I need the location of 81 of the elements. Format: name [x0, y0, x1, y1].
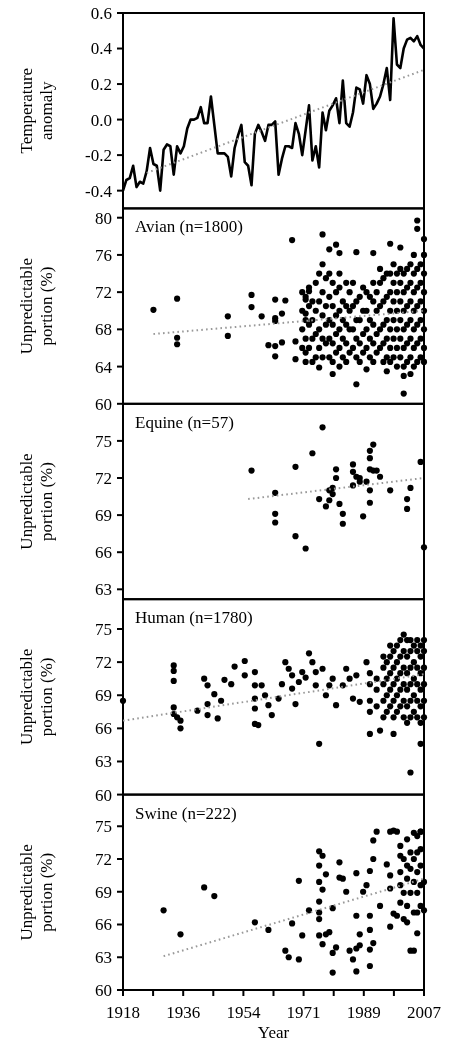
y-tick-label: 72 — [95, 653, 112, 673]
x-tick-label: 1954 — [226, 1003, 261, 1022]
y-tick-label: 60 — [95, 980, 112, 1000]
point — [339, 510, 346, 517]
x-tick-label: 1971 — [286, 1003, 321, 1022]
point — [349, 468, 357, 475]
point — [366, 447, 373, 454]
y-tick-label: 0.6 — [90, 3, 112, 23]
point — [366, 455, 373, 462]
point — [403, 505, 411, 513]
point — [363, 478, 370, 485]
point — [326, 497, 333, 504]
x-tick-label: 1918 — [106, 1003, 140, 1022]
y-tick-label: -0.2 — [85, 146, 112, 166]
y-tick-label: 69 — [95, 882, 112, 902]
point — [248, 467, 255, 474]
point — [360, 513, 367, 520]
y-tick-label: 80 — [95, 208, 112, 228]
point — [407, 484, 414, 491]
y-tick-label: 66 — [95, 543, 112, 563]
y-tick-label: 63 — [95, 580, 112, 600]
point — [403, 495, 411, 503]
text: Human (n=1780) — [135, 608, 253, 628]
point — [322, 503, 330, 510]
point — [272, 510, 279, 517]
y-tick-label: 60 — [95, 394, 112, 414]
point — [417, 458, 424, 466]
point — [370, 441, 377, 448]
y-axis-title: Unpredictable portion (%) — [17, 257, 56, 355]
point — [387, 487, 394, 494]
y-tick-label: 0.0 — [90, 110, 112, 130]
point — [356, 478, 363, 485]
point — [316, 495, 323, 503]
point — [272, 489, 279, 496]
y-tick-label: 63 — [95, 752, 112, 772]
point — [292, 463, 299, 470]
y-tick-label: 75 — [95, 817, 112, 837]
y-tick-label: 63 — [95, 948, 112, 968]
y-tick-label: 69 — [95, 686, 112, 706]
y-tick-label: 0.4 — [90, 39, 113, 59]
point — [366, 487, 373, 494]
y-tick-label: 76 — [95, 245, 112, 265]
y-tick-label: -0.4 — [85, 181, 113, 201]
y-tick-label: 66 — [95, 719, 112, 739]
y-tick-label: 75 — [95, 619, 112, 639]
y-tick-label: 69 — [95, 506, 112, 526]
y-tick-label: 64 — [95, 357, 113, 377]
y-axis-title: Unpredictable portion (%) — [17, 648, 56, 746]
point — [292, 533, 299, 540]
y-axis-title: Temperature anomaly — [17, 67, 56, 154]
point — [349, 482, 357, 489]
text: Avian (n=1800) — [135, 217, 243, 237]
point — [332, 474, 340, 482]
point — [302, 545, 309, 552]
point — [329, 490, 336, 498]
y-tick-label: 72 — [95, 283, 112, 303]
y-tick-label: 0.2 — [90, 75, 112, 94]
y-axis-title: Unpredictable portion (%) — [17, 453, 56, 550]
x-tick-label: 1936 — [166, 1003, 201, 1022]
point — [332, 466, 340, 473]
point — [376, 473, 384, 480]
text: Swine (n=222) — [135, 803, 237, 823]
point — [336, 500, 343, 508]
y-tick-label: 72 — [95, 468, 112, 488]
y-tick-label: 72 — [95, 849, 112, 869]
y-tick-label: 66 — [95, 915, 112, 935]
y-tick-label: 68 — [95, 320, 112, 340]
point — [366, 499, 373, 506]
text: Equine (n=57) — [135, 412, 234, 432]
y-tick-label: 60 — [95, 785, 112, 805]
y-tick-label: 75 — [95, 431, 112, 451]
point — [272, 519, 279, 526]
y-axis-title: Unpredictable portion (%) — [17, 844, 56, 941]
x-tick-label: 1989 — [346, 1003, 381, 1022]
point — [319, 424, 326, 431]
x-tick-label: 2007 — [407, 1003, 442, 1022]
point — [349, 461, 357, 468]
x-axis-title: Year — [257, 1023, 290, 1042]
point — [309, 450, 316, 457]
point — [339, 520, 346, 527]
point — [420, 544, 428, 551]
